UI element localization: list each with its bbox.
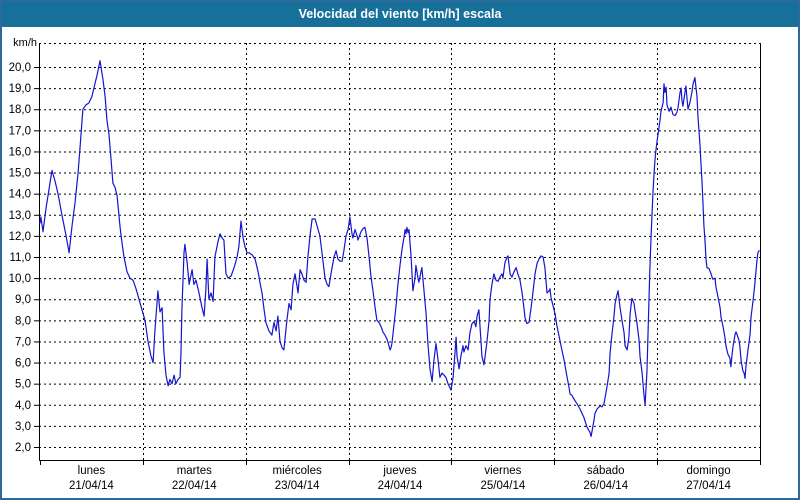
y-tick-label: 17,0 bbox=[9, 125, 31, 137]
gridlines bbox=[39, 43, 760, 460]
day-date-label: 22/04/14 bbox=[172, 480, 217, 492]
y-tick-label: 5,0 bbox=[15, 379, 31, 391]
day-name-label: martes bbox=[177, 465, 212, 477]
y-tick-label: 10,0 bbox=[9, 273, 31, 285]
axes bbox=[34, 43, 761, 465]
page-title: Velocidad del viento [km/h] escala bbox=[298, 7, 502, 21]
day-date-label: 26/04/14 bbox=[583, 480, 628, 492]
day-name-label: miércoles bbox=[273, 465, 322, 477]
x-axis-labels: lunes 21/04/14 martes 22/04/14 miércoles 23/0… bbox=[69, 465, 732, 492]
day-name-label: jueves bbox=[382, 465, 416, 477]
y-tick-label: 15,0 bbox=[9, 168, 31, 180]
day-date-label: 24/04/14 bbox=[378, 480, 423, 492]
y-tick-label: 19,0 bbox=[9, 83, 31, 95]
y-tick-label: 20,0 bbox=[9, 62, 31, 74]
y-tick-label: 4,0 bbox=[15, 400, 31, 412]
y-axis-unit-label: km/h bbox=[13, 37, 37, 49]
day-name-label: lunes bbox=[78, 465, 106, 477]
y-tick-label: 12,0 bbox=[9, 231, 31, 243]
y-tick-label: 2,0 bbox=[15, 442, 31, 454]
y-tick-label: 11,0 bbox=[9, 252, 31, 264]
day-date-label: 21/04/14 bbox=[69, 480, 114, 492]
wind-speed-line bbox=[39, 60, 760, 437]
y-axis-labels: 20,0 19,0 18,0 17,0 16,0 15,0 14,0 13,0 12,0 11,0… bbox=[9, 62, 31, 454]
y-tick-label: 8,0 bbox=[15, 315, 31, 327]
day-date-label: 27/04/14 bbox=[686, 480, 731, 492]
y-tick-label: 16,0 bbox=[9, 146, 31, 158]
y-tick-label: 9,0 bbox=[15, 294, 31, 306]
y-tick-label: 6,0 bbox=[15, 358, 31, 370]
day-date-label: 25/04/14 bbox=[480, 480, 525, 492]
day-name-label: domingo bbox=[687, 465, 731, 477]
titlebar: Velocidad del viento [km/h] escala bbox=[2, 2, 798, 27]
y-tick-label: 13,0 bbox=[9, 210, 31, 222]
y-tick-label: 7,0 bbox=[15, 336, 31, 348]
y-tick-label: 3,0 bbox=[15, 421, 31, 433]
day-name-label: sábado bbox=[587, 465, 625, 477]
day-date-label: 23/04/14 bbox=[275, 480, 320, 492]
day-name-label: viernes bbox=[484, 465, 521, 477]
y-tick-label: 18,0 bbox=[9, 104, 31, 116]
y-tick-label: 14,0 bbox=[9, 189, 31, 201]
